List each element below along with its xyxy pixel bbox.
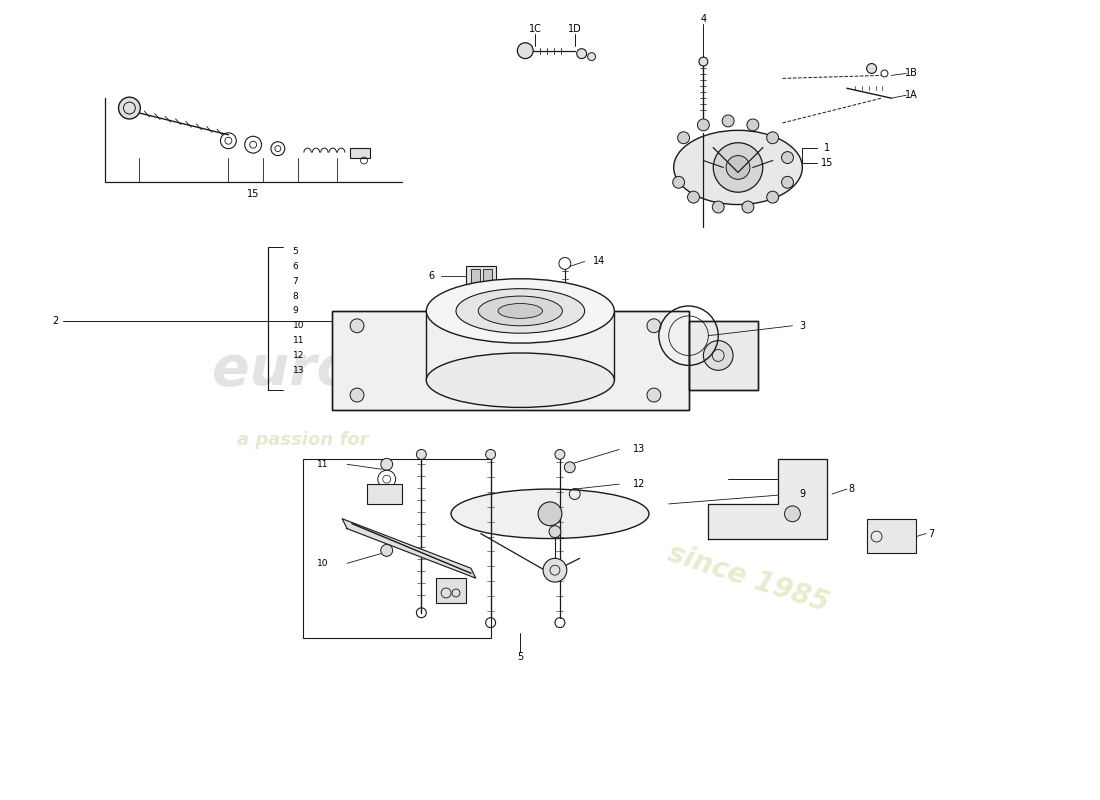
Text: 8: 8 — [293, 291, 298, 301]
Circle shape — [554, 450, 564, 459]
Circle shape — [564, 462, 575, 473]
Circle shape — [381, 545, 393, 556]
Bar — [437, 578, 466, 603]
Text: 10: 10 — [293, 322, 305, 330]
Circle shape — [486, 450, 496, 459]
Text: 7: 7 — [293, 277, 298, 286]
Circle shape — [767, 191, 779, 203]
Circle shape — [647, 388, 661, 402]
Text: 1B: 1B — [905, 69, 917, 78]
Text: 5: 5 — [517, 652, 524, 662]
Text: 1: 1 — [824, 142, 830, 153]
Circle shape — [673, 176, 684, 188]
Circle shape — [549, 526, 561, 538]
Bar — [350, 148, 370, 158]
Ellipse shape — [427, 353, 614, 407]
Text: 4: 4 — [701, 14, 706, 24]
Text: euro: euro — [211, 343, 354, 398]
Circle shape — [517, 42, 534, 58]
Text: 2: 2 — [52, 316, 58, 326]
Text: 1A: 1A — [905, 90, 917, 100]
Text: 1C: 1C — [529, 24, 541, 34]
Circle shape — [647, 319, 661, 333]
Text: 7: 7 — [928, 529, 934, 538]
Text: 15: 15 — [246, 189, 260, 199]
Ellipse shape — [673, 130, 802, 205]
Bar — [302, 459, 491, 638]
Circle shape — [723, 115, 734, 127]
Circle shape — [747, 119, 759, 131]
Circle shape — [713, 201, 724, 213]
Text: 12: 12 — [293, 351, 304, 360]
Text: since 1985: since 1985 — [663, 539, 832, 618]
Circle shape — [697, 119, 710, 131]
Circle shape — [678, 132, 690, 144]
Bar — [367, 484, 402, 504]
Text: 9: 9 — [800, 489, 805, 499]
Circle shape — [726, 155, 750, 179]
Ellipse shape — [427, 278, 614, 343]
Circle shape — [119, 97, 141, 119]
Circle shape — [350, 388, 364, 402]
Circle shape — [543, 558, 566, 582]
Circle shape — [688, 191, 700, 203]
Circle shape — [703, 341, 733, 370]
Circle shape — [350, 319, 364, 333]
Bar — [689, 321, 758, 390]
Circle shape — [784, 506, 801, 522]
Bar — [466, 266, 496, 286]
Text: 13: 13 — [632, 445, 646, 454]
Text: 1D: 1D — [568, 24, 582, 34]
Text: 12: 12 — [632, 479, 646, 489]
Circle shape — [713, 142, 762, 192]
Ellipse shape — [478, 296, 562, 326]
Text: 6: 6 — [428, 271, 435, 282]
Bar — [332, 311, 689, 410]
Circle shape — [782, 152, 793, 163]
Text: 5: 5 — [293, 247, 298, 256]
Text: 6: 6 — [293, 262, 298, 271]
Polygon shape — [708, 459, 827, 538]
Circle shape — [867, 63, 877, 74]
Text: 10: 10 — [318, 558, 329, 568]
Text: 13: 13 — [293, 366, 305, 375]
Circle shape — [576, 49, 586, 58]
Circle shape — [587, 53, 595, 61]
Bar — [483, 270, 492, 283]
Circle shape — [698, 57, 707, 66]
Text: 14: 14 — [593, 257, 606, 266]
Circle shape — [381, 458, 393, 470]
Bar — [689, 321, 758, 390]
Text: 15: 15 — [821, 158, 834, 167]
Text: a passion for: a passion for — [236, 430, 368, 449]
Text: 8: 8 — [849, 484, 855, 494]
Text: 11: 11 — [293, 336, 305, 345]
Circle shape — [767, 132, 779, 144]
Text: 11: 11 — [318, 460, 329, 469]
Bar — [332, 311, 689, 410]
Ellipse shape — [456, 289, 584, 334]
Circle shape — [782, 176, 793, 188]
Ellipse shape — [451, 489, 649, 538]
Circle shape — [417, 450, 427, 459]
Ellipse shape — [498, 303, 542, 318]
Circle shape — [538, 502, 562, 526]
Circle shape — [742, 201, 754, 213]
Text: 9: 9 — [293, 306, 298, 315]
Bar — [867, 518, 916, 554]
Polygon shape — [342, 518, 476, 578]
Text: 3: 3 — [800, 321, 805, 330]
Bar — [471, 270, 480, 283]
